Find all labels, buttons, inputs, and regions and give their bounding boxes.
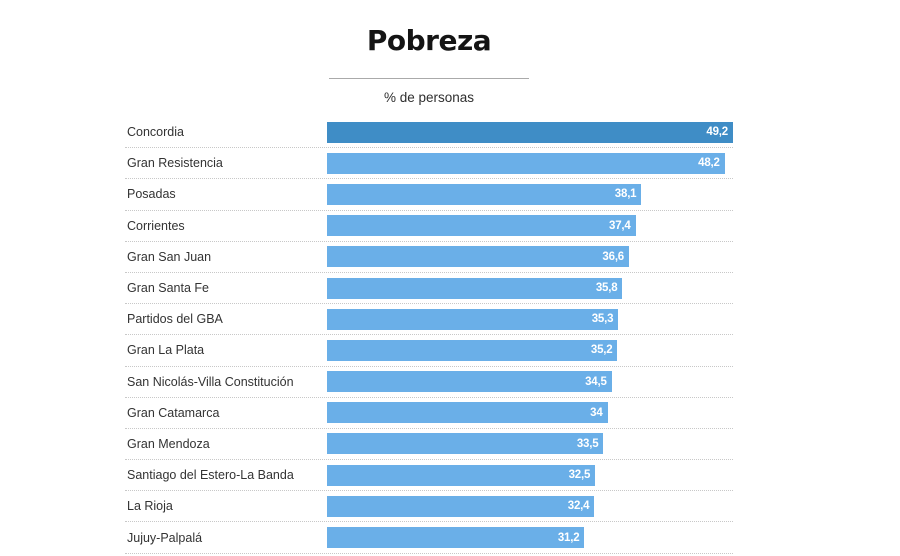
category-label: Gran Catamarca bbox=[127, 405, 220, 420]
bar[interactable]: 35,3 bbox=[327, 308, 619, 330]
bar-value-label: 38,1 bbox=[614, 188, 637, 201]
category-label: Posadas bbox=[127, 187, 176, 202]
bar-track: 35,2 bbox=[327, 339, 733, 361]
bar[interactable]: 49,2 bbox=[327, 121, 733, 143]
bar-track: 34,5 bbox=[327, 371, 733, 393]
bar[interactable]: 35,2 bbox=[327, 339, 618, 361]
bar[interactable]: 37,4 bbox=[327, 215, 636, 237]
bar[interactable]: 31,2 bbox=[327, 527, 585, 549]
bar[interactable]: 36,6 bbox=[327, 246, 630, 268]
category-label: Gran La Plata bbox=[127, 343, 205, 358]
bar-value-label: 35,8 bbox=[595, 282, 618, 295]
bar-value-label: 49,2 bbox=[706, 126, 728, 139]
bar-track: 33,5 bbox=[327, 433, 733, 455]
chart-row: Gran Resistencia 48,2 bbox=[125, 148, 733, 180]
category-label: Gran Mendoza bbox=[127, 436, 210, 451]
category-label: Gran San Juan bbox=[127, 249, 212, 264]
bar-value-label: 35,2 bbox=[590, 344, 613, 357]
category-label: Partidos del GBA bbox=[127, 312, 223, 327]
bar-track: 31,2 bbox=[327, 527, 733, 549]
bar-value-label: 34,5 bbox=[585, 375, 607, 388]
bar-track: 48,2 bbox=[327, 152, 733, 174]
chart-row: Gran Catamarca 34 bbox=[125, 398, 733, 429]
chart-row: Santiago del Estero-La Banda 32,5 bbox=[125, 460, 733, 492]
bar[interactable]: 32,4 bbox=[327, 495, 595, 517]
bar[interactable]: 38,1 bbox=[327, 183, 642, 205]
bar[interactable]: 35,8 bbox=[327, 277, 623, 299]
bar[interactable]: 34 bbox=[327, 402, 608, 424]
chart-row: Gran Mendoza 33,5 bbox=[125, 429, 733, 461]
bar-track: 34 bbox=[327, 402, 733, 424]
bar-track: 37,4 bbox=[327, 215, 733, 237]
title-divider bbox=[329, 78, 529, 79]
bar-value-label: 32,5 bbox=[568, 469, 591, 482]
chart-header: Pobreza % de personas bbox=[125, 0, 733, 105]
chart-subtitle: % de personas bbox=[383, 90, 475, 105]
category-label: Gran Resistencia bbox=[127, 156, 223, 171]
bar[interactable]: 48,2 bbox=[327, 152, 725, 174]
bar-track: 49,2 bbox=[327, 121, 733, 143]
bar-track: 36,6 bbox=[327, 246, 733, 268]
category-label: Corrientes bbox=[127, 218, 185, 233]
bar-value-label: 31,2 bbox=[557, 531, 580, 544]
category-label: Santiago del Estero-La Banda bbox=[127, 468, 294, 483]
chart-row: Partidos del GBA 35,3 bbox=[125, 304, 733, 336]
chart-title: Pobreza bbox=[366, 24, 492, 57]
chart-row: Gran La Plata 35,2 bbox=[125, 335, 733, 367]
chart-row: Corrientes 37,4 bbox=[125, 211, 733, 242]
chart-row: Concordia 49,2 bbox=[125, 117, 733, 149]
bar-value-label: 36,6 bbox=[602, 250, 625, 263]
chart-row: Posadas 38,1 bbox=[125, 179, 733, 211]
bar-value-label: 37,4 bbox=[609, 219, 631, 232]
category-label: San Nicolás-Villa Constitución bbox=[127, 374, 294, 389]
category-label: La Rioja bbox=[127, 499, 173, 514]
bar-value-label: 35,3 bbox=[591, 313, 614, 326]
bar[interactable]: 34,5 bbox=[327, 371, 612, 393]
category-label: Jujuy-Palpalá bbox=[127, 530, 203, 545]
bar-value-label: 32,4 bbox=[567, 500, 590, 513]
chart-row: Jujuy-Palpalá 31,2 bbox=[125, 522, 733, 554]
bar-track: 32,5 bbox=[327, 464, 733, 486]
category-label: Concordia bbox=[127, 125, 184, 140]
bar[interactable]: 33,5 bbox=[327, 433, 604, 455]
category-label: Gran Santa Fe bbox=[127, 281, 209, 296]
bar[interactable]: 32,5 bbox=[327, 464, 596, 486]
chart-row: San Nicolás-Villa Constitución 34,5 bbox=[125, 367, 733, 398]
bar-value-label: 48,2 bbox=[698, 157, 720, 170]
chart-row: Gran San Juan 36,6 bbox=[125, 242, 733, 273]
bar-track: 35,8 bbox=[327, 277, 733, 299]
bar-chart: Concordia 49,2 Gran Resistencia 48,2 Posadas… bbox=[125, 117, 733, 554]
chart-row: La Rioja 32,4 bbox=[125, 491, 733, 523]
chart-row: Gran Santa Fe 35,8 bbox=[125, 273, 733, 305]
bar-value-label: 33,5 bbox=[576, 437, 599, 450]
bar-track: 32,4 bbox=[327, 495, 733, 517]
bar-track: 35,3 bbox=[327, 308, 733, 330]
bar-track: 38,1 bbox=[327, 183, 733, 205]
bar-value-label: 34 bbox=[590, 406, 603, 419]
